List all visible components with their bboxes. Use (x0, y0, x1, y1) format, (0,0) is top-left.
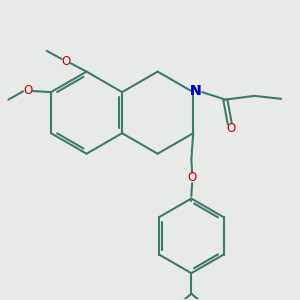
Text: O: O (61, 55, 70, 68)
Text: O: O (188, 172, 197, 184)
Text: O: O (226, 122, 235, 135)
Text: O: O (23, 84, 32, 97)
Text: N: N (190, 84, 201, 98)
Text: N: N (190, 84, 201, 98)
Text: N: N (190, 84, 201, 98)
